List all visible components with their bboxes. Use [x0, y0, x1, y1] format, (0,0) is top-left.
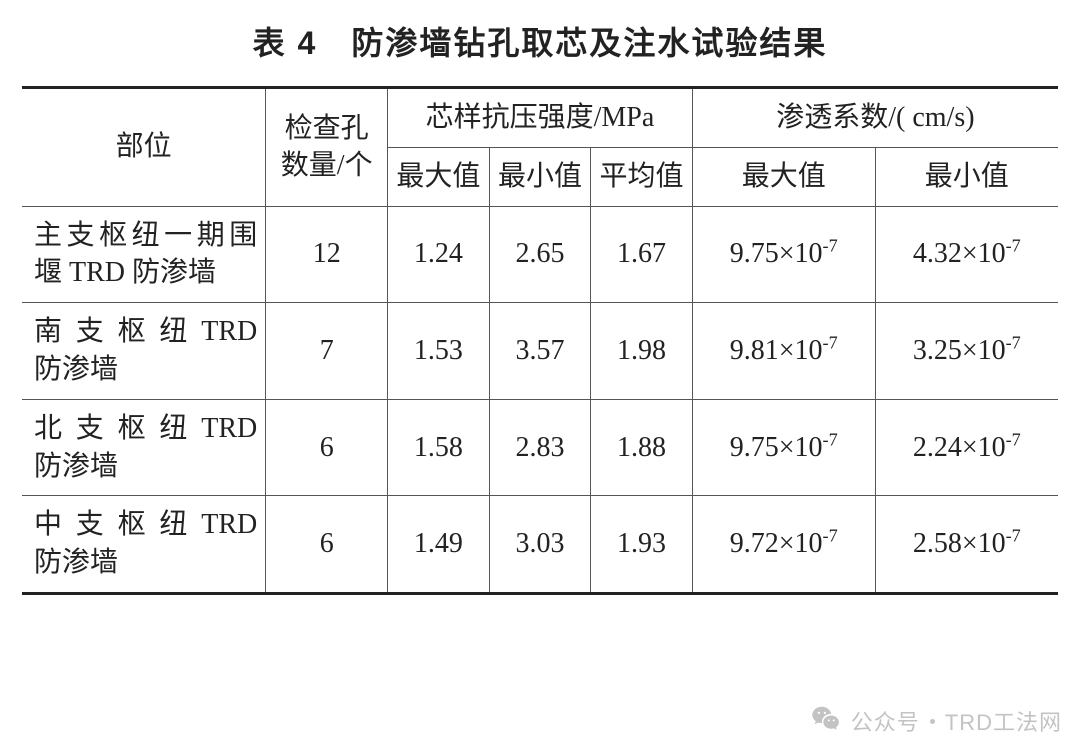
cell-location: 中 支 枢 纽 TRD 防渗墙 — [22, 496, 266, 594]
th-strength-avg: 平均值 — [591, 147, 693, 206]
cell-location: 主支枢纽一期围 堰 TRD 防渗墙 — [22, 206, 266, 303]
cell-strength-max: 1.53 — [388, 303, 490, 400]
loc-line1: 主支枢纽一期围 — [34, 220, 257, 251]
cell-strength-min: 2.83 — [489, 399, 591, 496]
cell-perm-min: 2.58×10-7 — [875, 496, 1058, 594]
table-row: 北 支 枢 纽 TRD 防渗墙 6 1.58 2.83 1.88 9.75×10… — [22, 399, 1058, 496]
cell-perm-min: 2.24×10-7 — [875, 399, 1058, 496]
th-perm-max: 最大值 — [692, 147, 875, 206]
loc-line1: 中 支 枢 纽 TRD — [34, 509, 257, 540]
cell-strength-min: 3.57 — [489, 303, 591, 400]
cell-location: 北 支 枢 纽 TRD 防渗墙 — [22, 399, 266, 496]
cell-strength-avg: 1.98 — [591, 303, 693, 400]
cell-perm-max: 9.75×10-7 — [692, 206, 875, 303]
th-count: 检查孔数量/个 — [266, 88, 388, 207]
dot-icon — [930, 719, 935, 724]
th-perm-group: 渗透系数/( cm/s) — [692, 88, 1058, 148]
cell-strength-min: 3.03 — [489, 496, 591, 594]
th-strength-group: 芯样抗压强度/MPa — [388, 88, 693, 148]
loc-line2: 防渗墙 — [34, 351, 257, 389]
cell-perm-max: 9.75×10-7 — [692, 399, 875, 496]
cell-perm-max: 9.72×10-7 — [692, 496, 875, 594]
watermark-label-2: TRD工法网 — [945, 705, 1062, 737]
loc-line1: 南 支 枢 纽 TRD — [34, 316, 257, 347]
cell-strength-max: 1.24 — [388, 206, 490, 303]
loc-line2: 防渗墙 — [34, 448, 257, 486]
cell-location: 南 支 枢 纽 TRD 防渗墙 — [22, 303, 266, 400]
table-caption: 表 4 防渗墙钻孔取芯及注水试验结果 — [22, 18, 1058, 64]
cell-count: 6 — [266, 496, 388, 594]
table-row: 主支枢纽一期围 堰 TRD 防渗墙 12 1.24 2.65 1.67 9.75… — [22, 206, 1058, 303]
watermark-label-1: 公众号 — [851, 705, 920, 737]
cell-count: 12 — [266, 206, 388, 303]
cell-strength-max: 1.58 — [388, 399, 490, 496]
cell-perm-max: 9.81×10-7 — [692, 303, 875, 400]
wechat-icon — [811, 703, 841, 739]
cell-strength-avg: 1.88 — [591, 399, 693, 496]
cell-strength-avg: 1.67 — [591, 206, 693, 303]
th-location: 部位 — [22, 88, 266, 207]
results-table: 部位 检查孔数量/个 芯样抗压强度/MPa 渗透系数/( cm/s) 最大值 最… — [22, 86, 1058, 595]
loc-line1: 北 支 枢 纽 TRD — [34, 413, 257, 444]
table-row: 中 支 枢 纽 TRD 防渗墙 6 1.49 3.03 1.93 9.72×10… — [22, 496, 1058, 594]
cell-strength-min: 2.65 — [489, 206, 591, 303]
loc-line2: 堰 TRD 防渗墙 — [34, 254, 257, 292]
cell-strength-max: 1.49 — [388, 496, 490, 594]
cell-perm-min: 4.32×10-7 — [875, 206, 1058, 303]
watermark: 公众号 TRD工法网 — [811, 703, 1062, 739]
th-perm-min: 最小值 — [875, 147, 1058, 206]
th-strength-max: 最大值 — [388, 147, 490, 206]
loc-line2: 防渗墙 — [34, 544, 257, 582]
cell-count: 7 — [266, 303, 388, 400]
cell-strength-avg: 1.93 — [591, 496, 693, 594]
cell-count: 6 — [266, 399, 388, 496]
table-row: 南 支 枢 纽 TRD 防渗墙 7 1.53 3.57 1.98 9.81×10… — [22, 303, 1058, 400]
th-strength-min: 最小值 — [489, 147, 591, 206]
cell-perm-min: 3.25×10-7 — [875, 303, 1058, 400]
